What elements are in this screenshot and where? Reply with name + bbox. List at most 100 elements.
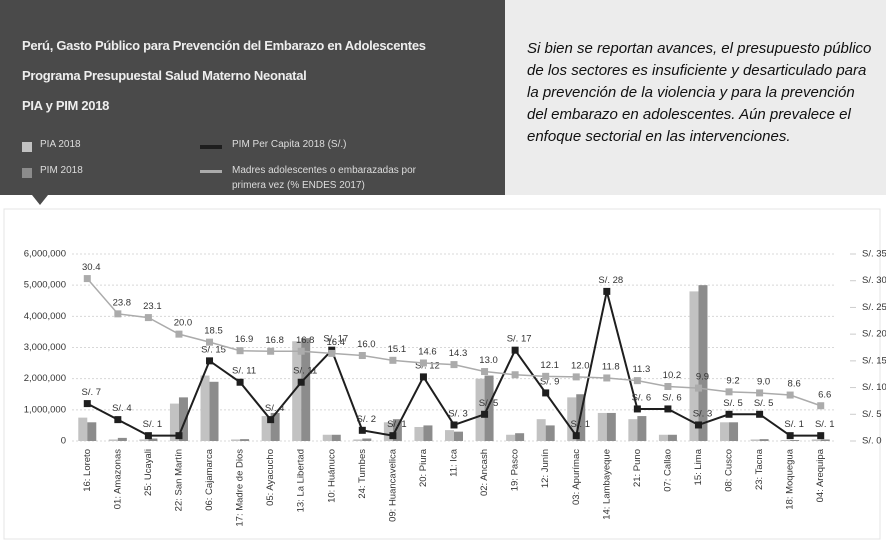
point [786, 391, 794, 399]
data-label: S/. 3 [693, 408, 713, 419]
bar [322, 434, 332, 441]
data-label: S/. 2 [357, 414, 377, 425]
legend-swatch [22, 168, 32, 178]
y2-tick-label: S/. 15 [862, 355, 886, 366]
bar [169, 403, 179, 441]
y2-tick-label: S/. 0 [862, 436, 882, 447]
data-label: S/. 6 [662, 392, 682, 403]
bar [506, 434, 516, 441]
bar [270, 412, 280, 441]
bar [117, 437, 127, 441]
x-tick-label: 02: Ancash [479, 449, 490, 496]
data-label: S/. 3 [448, 408, 468, 419]
y2-tick-label: S/. 20 [862, 329, 886, 340]
x-tick-label: 05: Ayacucho [265, 449, 276, 506]
point [786, 432, 794, 440]
x-tick-label: 20: Piura [418, 448, 429, 487]
data-label: 18.5 [204, 326, 223, 337]
data-label: 20.0 [174, 318, 193, 329]
legend-swatch [200, 170, 222, 173]
point [114, 310, 122, 318]
bar [698, 285, 708, 441]
y2-tick-label: S/. 30 [862, 275, 886, 286]
data-label: 16.8 [296, 335, 315, 346]
point [236, 378, 244, 386]
point [817, 402, 825, 410]
point [450, 421, 458, 429]
data-label: 23.1 [143, 301, 162, 312]
point [358, 426, 366, 434]
data-label: S/. 4 [265, 403, 285, 414]
point [756, 389, 764, 397]
point [419, 359, 427, 367]
bar [454, 431, 463, 441]
bar [301, 338, 311, 441]
y2-tick-label: S/. 25 [862, 302, 886, 313]
note-box: Si bien se reportan avances, el presupue… [505, 0, 886, 195]
point [389, 432, 397, 440]
bar [637, 416, 647, 441]
x-tick-label: 25: Ucayali [143, 449, 154, 496]
data-label: S/. 1 [387, 419, 407, 430]
point [725, 388, 733, 396]
bar [567, 397, 577, 441]
point [206, 338, 214, 346]
data-label: 6.6 [818, 389, 831, 400]
data-label: 11.3 [632, 364, 650, 375]
y-tick-label: 2,000,000 [24, 373, 66, 384]
title: Perú, Gasto Público para Prevención del … [22, 38, 426, 53]
data-label: 16.4 [327, 337, 346, 348]
point [664, 405, 672, 413]
data-label: S/. 9 [540, 376, 560, 387]
x-tick-label: 09: Huancavelica [387, 448, 398, 522]
data-label: 11.8 [602, 361, 620, 372]
x-tick-label: 10: Huánuco [326, 449, 337, 503]
data-label: S/. 7 [82, 387, 102, 398]
data-label: S/. 5 [723, 398, 743, 409]
point [603, 374, 611, 382]
data-label: S/. 28 [598, 275, 623, 286]
data-label: S/. 1 [784, 419, 804, 430]
bar [200, 375, 210, 441]
legend-swatch [200, 145, 222, 149]
point [236, 347, 244, 355]
y-tick-label: 1,000,000 [24, 404, 66, 415]
bar [231, 439, 241, 441]
point [267, 416, 275, 424]
data-label: 10.2 [663, 370, 682, 381]
point [83, 400, 91, 408]
y-tick-label: 3,000,000 [24, 342, 66, 353]
data-label: S/. 17 [323, 334, 348, 345]
pointer [32, 195, 48, 205]
point [511, 346, 519, 354]
header: Perú, Gasto Público para Prevención del … [0, 0, 505, 195]
point [633, 405, 641, 413]
legend-label: PIM Per Capita 2018 (S/.) [232, 139, 347, 150]
data-label: 23.8 [113, 297, 132, 308]
title: PIA y PIM 2018 [22, 98, 110, 113]
bar [811, 439, 821, 441]
point [572, 432, 580, 440]
x-tick-label: 11: Ica [449, 448, 460, 477]
bar [628, 419, 638, 441]
point [725, 410, 733, 418]
bar [414, 426, 424, 441]
bar [606, 412, 616, 441]
bar [139, 439, 149, 441]
x-tick-label: 03: Apurímac [571, 449, 582, 505]
data-label: 12.0 [571, 360, 590, 371]
data-label: S/. 11 [293, 366, 317, 377]
bar [78, 417, 88, 441]
x-tick-label: 23: Tacna [754, 448, 765, 490]
bar [148, 438, 158, 441]
bar [781, 440, 791, 441]
point [542, 389, 550, 397]
point [144, 432, 152, 440]
y-tick-label: 0 [61, 436, 66, 447]
point [358, 352, 366, 360]
legend-label: Madres adolescentes o embarazadas por pr… [232, 165, 416, 191]
point [175, 432, 183, 440]
x-tick-label: 22: San Martín [173, 449, 184, 511]
x-tick-label: 17: Madre de Dios [235, 449, 246, 527]
x-tick-label: 14: Lambayeque [601, 449, 612, 520]
